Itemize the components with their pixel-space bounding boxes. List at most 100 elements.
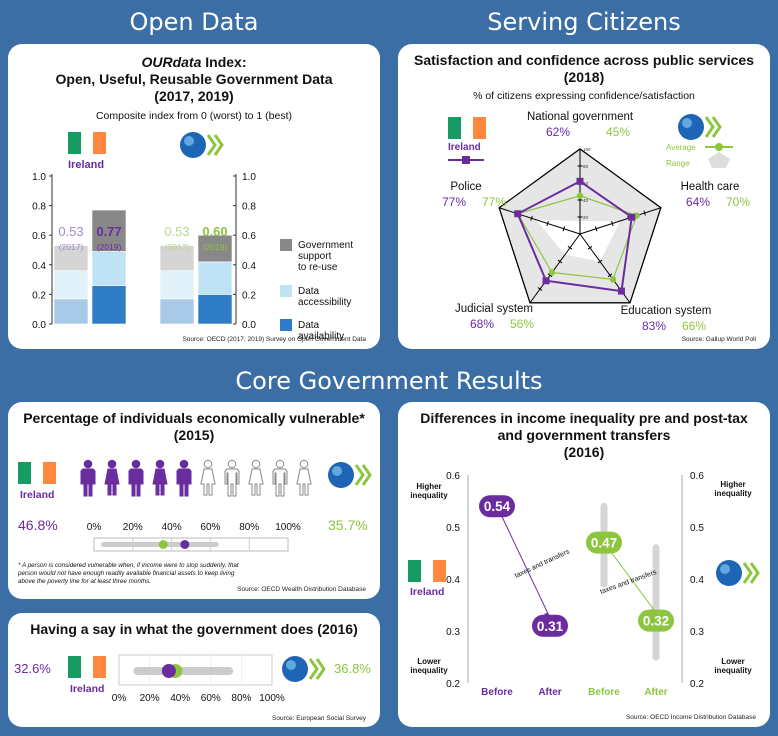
radar-tick [547, 273, 553, 278]
bar-year-label: (2019) [97, 242, 122, 252]
radar-axis [579, 207, 661, 235]
ireland-flag [18, 462, 57, 484]
radar-tick [567, 245, 573, 250]
bar-total-label: 0.77 [96, 224, 121, 239]
y-tick-label: 0.5 [446, 523, 460, 534]
section-title-serving-citizens: Serving Citizens [487, 8, 681, 36]
ireland-legend-icon [448, 156, 484, 164]
person-icon [152, 459, 168, 496]
radar-ireland-point [514, 210, 522, 218]
y-tick-label: 0.0 [242, 320, 256, 331]
vulnerable-chart: 0% 20% 40% 60% 80% 100% [80, 459, 312, 552]
legend-average-icon [705, 143, 733, 151]
scale-tick-label: 100% [275, 522, 301, 533]
radar-ireland-point [542, 277, 550, 285]
oecd-after-value-pill [638, 609, 674, 632]
vulnerable-title: Percentage of individuals economically v… [23, 410, 365, 443]
oecd-before-value: 0.47 [591, 536, 617, 551]
radar-ireland-value: 68% [470, 317, 494, 331]
radar-tick [530, 215, 533, 221]
y-tick-label: 0.2 [32, 290, 46, 301]
y-tick-label: 0.8 [242, 202, 256, 213]
y-tick-label: 0.4 [32, 261, 46, 272]
inequality-source: Source: OECD Income Distribution Databas… [625, 714, 756, 721]
ireland-marker [180, 540, 190, 549]
legend-range-icon [708, 152, 730, 168]
scale-tick-label: 80% [239, 522, 259, 533]
oecd-arrow-label: taxes and transfers [599, 569, 658, 596]
ireland-before-value-pill [479, 495, 515, 518]
ireland-flag [448, 117, 487, 139]
legend-label: Data availability [298, 320, 344, 342]
inequality-panel: Differences in income inequality pre and… [398, 402, 770, 727]
lower-inequality-label-left: Lower inequality [410, 657, 448, 675]
radar-ireland-line [516, 180, 633, 293]
ireland-arrow-label: taxes and transfers [514, 548, 571, 580]
bar-segment [159, 298, 195, 325]
ireland-flag [68, 656, 107, 678]
satisfaction-panel: Satisfaction and confidence across publi… [398, 44, 770, 349]
oecd-globe-icon [282, 656, 326, 682]
person-icon [272, 459, 288, 497]
legend-swatch [280, 319, 292, 331]
radar-range-inner [535, 219, 621, 262]
oecd-globe-icon [328, 462, 372, 488]
bar-segment [197, 294, 233, 325]
ireland-flag [408, 560, 447, 582]
legend-swatch [280, 239, 292, 251]
y-tick-label: 0.3 [690, 627, 704, 638]
ourdata-panel: OURdata Index: Open, Useful, Reusable Go… [8, 44, 380, 349]
say-oecd-value: 36.8% [334, 661, 371, 676]
ireland-marker [161, 664, 176, 678]
y-tick-label: 0.3 [446, 627, 460, 638]
radar-axis [529, 233, 581, 304]
legend-label: Government support to re-use [298, 240, 353, 273]
ireland-label: Ireland [70, 683, 105, 695]
say-tick-label: 60% [201, 693, 221, 704]
say-source: Source: European Social Survey [272, 715, 366, 722]
y-tick-label: 0.4 [690, 575, 704, 586]
legend-range-label: Range [666, 159, 690, 168]
ireland-label: Ireland [410, 586, 445, 598]
bar-total-label: 0.53 [58, 224, 83, 239]
radar-ireland-point [576, 177, 584, 185]
bar-segment [91, 209, 127, 252]
radar-average-value: 66% [682, 319, 706, 333]
ourdata-source: Source: OECD (2017, 2019) Survey on Open… [182, 336, 366, 343]
radar-average-value: 77% [482, 195, 506, 209]
y-tick-label: 0.6 [690, 471, 704, 482]
y-tick-label: 0.4 [242, 261, 256, 272]
person-icon [128, 459, 144, 497]
ireland-after-value: 0.31 [537, 619, 564, 634]
ireland-label: Ireland [20, 489, 55, 501]
higher-inequality-label-left: Higher inequality [410, 482, 448, 500]
radar-ireland-value: 62% [546, 125, 570, 139]
y-tick-label: 0.6 [446, 471, 460, 482]
oecd-globe-icon [716, 560, 760, 586]
bar-segment [159, 245, 195, 272]
radar-ireland-value: 83% [642, 319, 666, 333]
y-tick-label: 0.2 [446, 679, 460, 690]
radar-tick-label: 100 [583, 147, 591, 152]
ireland-after-value-pill [532, 614, 568, 637]
y-tick-label: 0.8 [32, 202, 46, 213]
bar-segment [53, 245, 89, 272]
radar-ireland-value: 77% [442, 195, 466, 209]
say-tick-label: 100% [259, 693, 285, 704]
radar-axis-label: Judicial system [455, 303, 533, 315]
radar-tick [594, 226, 598, 232]
radar-ireland-point [617, 287, 625, 295]
y-tick-label: 0.6 [242, 231, 256, 242]
inequality-chart: 0.2 0.3 0.4 0.5 0.6 0.2 0.3 0.4 0.5 0.6 Before Afte… [446, 471, 704, 698]
scale-tick-label: 60% [200, 522, 220, 533]
radar-average-point [548, 269, 556, 276]
bar-year-label: (2019) [203, 242, 228, 252]
oecd-globe-icon [678, 114, 722, 140]
bar-total-label: 0.53 [164, 224, 189, 239]
person-icon [296, 459, 312, 496]
bar-year-label: (2017) [59, 242, 84, 252]
legend-average-label: Average [666, 143, 696, 152]
radar-tick-label: 40 [583, 198, 589, 203]
vulnerable-oecd-value: 35.7% [328, 517, 368, 533]
bar-segment [53, 298, 89, 325]
